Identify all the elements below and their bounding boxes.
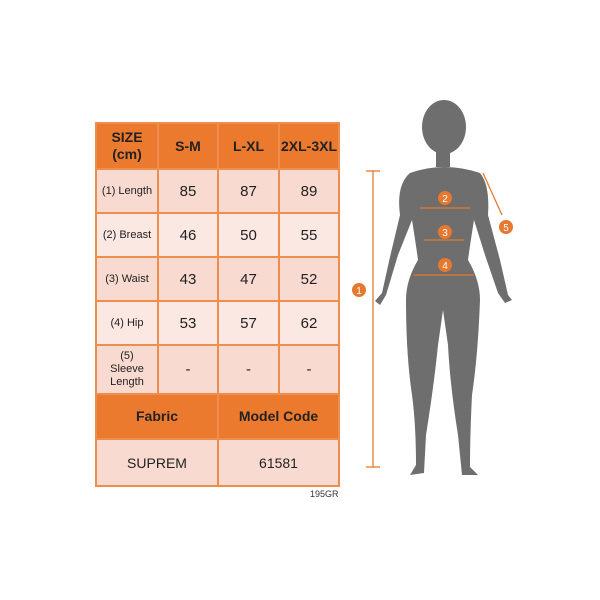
cell: 50 (217, 212, 280, 258)
marker-4-label: 4 (442, 261, 448, 272)
cell: 43 (157, 256, 219, 302)
model-code-header: Model Code (217, 393, 340, 440)
cell: 52 (278, 256, 340, 302)
row-label: (4) Hip (95, 300, 159, 346)
marker-2: 2 (438, 191, 452, 205)
marker-2-label: 2 (442, 194, 448, 205)
sleeve-line (482, 172, 503, 216)
row-label: (5) Sleeve Length (95, 344, 159, 395)
cell: 47 (217, 256, 280, 302)
cell: 53 (157, 300, 219, 346)
body-measurement-figure: 1 2 3 4 5 (352, 100, 513, 475)
header-l-xl: L-XL (217, 122, 280, 170)
footer-value-row: SUPREM 61581 (95, 438, 340, 487)
cell: - (217, 344, 280, 395)
cell: 89 (278, 168, 340, 214)
marker-4: 4 (438, 258, 452, 272)
size-chart-table: SIZE (cm) S-M L-XL 2XL-3XL (1) Length 85… (95, 122, 340, 487)
product-code-label: 195GR (310, 489, 339, 499)
table-row: (2) Breast 46 50 55 (95, 212, 340, 258)
row-label: (2) Breast (95, 212, 159, 258)
header-row: SIZE (cm) S-M L-XL 2XL-3XL (95, 122, 340, 170)
header-size: SIZE (cm) (95, 122, 159, 170)
header-2xl-3xl: 2XL-3XL (278, 122, 340, 170)
cell: 62 (278, 300, 340, 346)
row-label: (3) Waist (95, 256, 159, 302)
cell: 85 (157, 168, 219, 214)
marker-5-label: 5 (503, 223, 509, 234)
marker-1-label: 1 (356, 286, 362, 297)
marker-5: 5 (499, 220, 513, 234)
table-row: (4) Hip 53 57 62 (95, 300, 340, 346)
table-row: (1) Length 85 87 89 (95, 168, 340, 214)
table-row: (3) Waist 43 47 52 (95, 256, 340, 302)
cell: - (157, 344, 219, 395)
cell: 87 (217, 168, 280, 214)
cell: 57 (217, 300, 280, 346)
marker-3-label: 3 (442, 228, 448, 239)
cell: - (278, 344, 340, 395)
measurement-lines (366, 170, 503, 468)
cell: 46 (157, 212, 219, 258)
marker-3: 3 (438, 225, 452, 239)
footer-header-row: Fabric Model Code (95, 393, 340, 440)
woman-silhouette (375, 100, 512, 475)
fabric-header: Fabric (95, 393, 219, 440)
marker-1: 1 (352, 283, 366, 297)
table-row: (5) Sleeve Length - - - (95, 344, 340, 395)
header-s-m: S-M (157, 122, 219, 170)
fabric-value: SUPREM (95, 438, 219, 487)
cell: 55 (278, 212, 340, 258)
model-code-value: 61581 (217, 438, 340, 487)
row-label: (1) Length (95, 168, 159, 214)
